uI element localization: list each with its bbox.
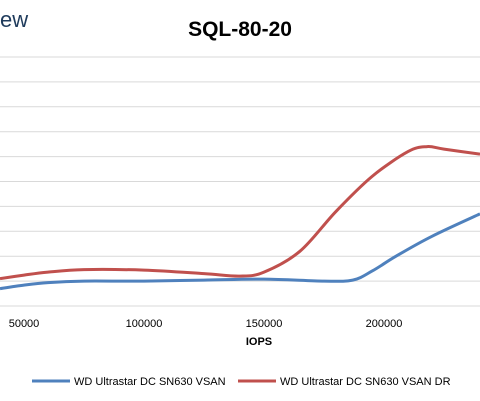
legend-label-vsan-dr: WD Ultrastar DC SN630 VSAN DR bbox=[280, 376, 451, 388]
x-axis-ticks: 50000 100000 150000 200000 bbox=[9, 318, 403, 330]
chart-title: SQL-80-20 bbox=[188, 18, 292, 41]
x-tick-label: 50000 bbox=[9, 318, 40, 330]
x-axis-label: IOPS bbox=[246, 336, 272, 348]
series-line-vsan bbox=[0, 212, 480, 291]
x-tick-label: 100000 bbox=[126, 318, 163, 330]
series-line-vsan-dr bbox=[0, 145, 480, 281]
legend: WD Ultrastar DC SN630 VSAN WD Ultrastar … bbox=[32, 376, 451, 388]
series-lines bbox=[0, 145, 480, 291]
legend-label-vsan: WD Ultrastar DC SN630 VSAN bbox=[74, 376, 226, 388]
x-tick-label: 150000 bbox=[246, 318, 283, 330]
x-tick-label: 200000 bbox=[366, 318, 403, 330]
brand-logo-text: ew bbox=[0, 7, 28, 32]
